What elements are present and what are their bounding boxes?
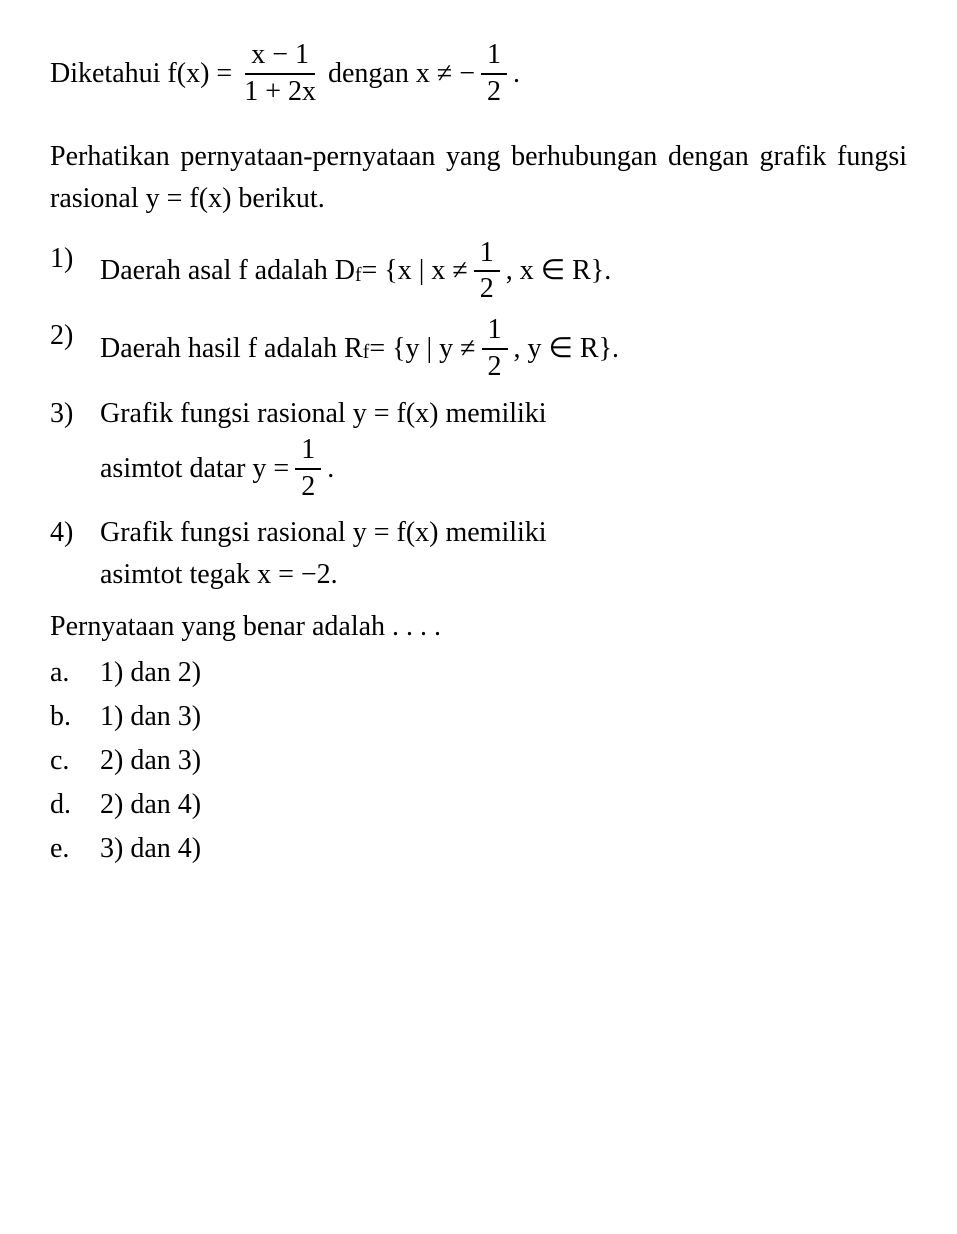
item-2-frac-num: 1	[482, 315, 508, 350]
item-4-line2: asimtot tegak x = −2.	[100, 554, 907, 596]
item-1-frac-num: 1	[474, 238, 500, 273]
item-2-frac: 1 2	[482, 315, 508, 383]
item-3-frac: 1 2	[295, 435, 321, 503]
item-2-pre: Daerah hasil f adalah R	[100, 328, 363, 370]
intro-suffix: .	[513, 53, 520, 95]
item-2: 2) Daerah hasil f adalah Rf = {y | y ≠ 1…	[50, 315, 907, 383]
item-3-line2-post: .	[327, 448, 334, 490]
item-1: 1) Daerah asal f adalah Df = {x | x ≠ 1 …	[50, 238, 907, 306]
item-3-frac-den: 2	[295, 470, 321, 503]
option-d-label: d.	[50, 784, 100, 826]
option-e: e. 3) dan 4)	[50, 828, 907, 870]
option-e-text: 3) dan 4)	[100, 828, 201, 870]
intro-frac1: x − 1 1 + 2x	[238, 40, 322, 108]
option-c-text: 2) dan 3)	[100, 740, 201, 782]
intro-frac2: 1 2	[481, 40, 507, 108]
item-3-line1: Grafik fungsi rasional y = f(x) memiliki	[100, 393, 907, 435]
intro-frac1-den: 1 + 2x	[238, 75, 322, 108]
option-d: d. 2) dan 4)	[50, 784, 907, 826]
item-1-post1: = {x | x ≠	[362, 250, 468, 292]
option-b-text: 1) dan 3)	[100, 696, 201, 738]
option-a: a. 1) dan 2)	[50, 652, 907, 694]
item-4-number: 4)	[50, 512, 100, 596]
item-1-frac-den: 2	[474, 272, 500, 305]
item-2-number: 2)	[50, 315, 100, 383]
item-2-post2: , y ∈ R}.	[514, 328, 620, 370]
item-3-frac-num: 1	[295, 435, 321, 470]
item-2-post1: = {y | y ≠	[369, 328, 475, 370]
intro-frac1-num: x − 1	[245, 40, 315, 75]
option-c: c. 2) dan 3)	[50, 740, 907, 782]
item-4-line1: Grafik fungsi rasional y = f(x) memiliki	[100, 512, 907, 554]
item-1-sub: f	[355, 261, 362, 290]
item-1-frac: 1 2	[474, 238, 500, 306]
item-1-post2: , x ∈ R}.	[506, 250, 612, 292]
option-d-text: 2) dan 4)	[100, 784, 201, 826]
item-3: 3) Grafik fungsi rasional y = f(x) memil…	[50, 393, 907, 503]
options: a. 1) dan 2) b. 1) dan 3) c. 2) dan 3) d…	[50, 652, 907, 870]
option-a-label: a.	[50, 652, 100, 694]
item-1-number: 1)	[50, 238, 100, 306]
item-2-frac-den: 2	[482, 350, 508, 383]
option-e-label: e.	[50, 828, 100, 870]
item-3-line2-pre: asimtot datar y =	[100, 448, 289, 490]
intro-prefix: Diketahui f(x) =	[50, 53, 232, 95]
intro-line: Diketahui f(x) = x − 1 1 + 2x dengan x ≠…	[50, 40, 907, 108]
item-4: 4) Grafik fungsi rasional y = f(x) memil…	[50, 512, 907, 596]
option-a-text: 1) dan 2)	[100, 652, 201, 694]
item-3-number: 3)	[50, 393, 100, 503]
question-line: Pernyataan yang benar adalah . . . .	[50, 606, 907, 648]
intro-frac2-num: 1	[481, 40, 507, 75]
paragraph: Perhatikan pernyataan-pernyataan yang be…	[50, 136, 907, 220]
option-b-label: b.	[50, 696, 100, 738]
intro-mid: dengan x ≠ −	[328, 53, 475, 95]
item-1-pre: Daerah asal f adalah D	[100, 250, 355, 292]
item-2-sub: f	[363, 338, 370, 367]
intro-frac2-den: 2	[481, 75, 507, 108]
option-c-label: c.	[50, 740, 100, 782]
option-b: b. 1) dan 3)	[50, 696, 907, 738]
